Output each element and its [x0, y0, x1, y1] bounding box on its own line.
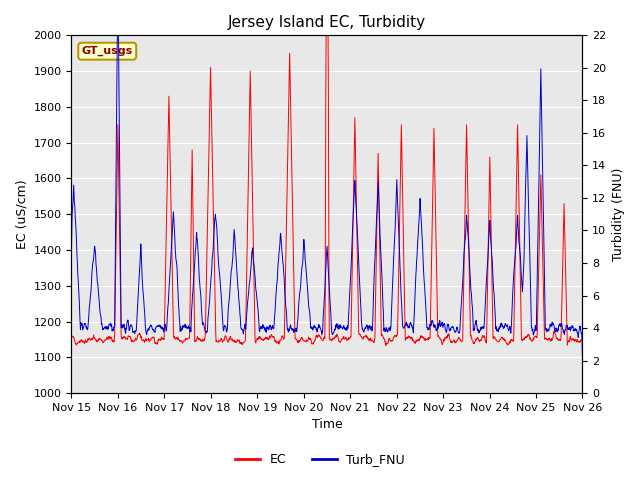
Turb_FNU [540, 195, 547, 201]
EC [263, 335, 271, 341]
Line: EC: EC [72, 36, 582, 346]
EC [140, 337, 147, 343]
Turb_FNU [462, 232, 470, 238]
Turb_FNU [467, 278, 474, 284]
EC [382, 343, 390, 348]
EC [289, 223, 297, 228]
Turb_FNU [289, 326, 297, 332]
EC [540, 287, 547, 292]
Legend: EC, Turb_FNU: EC, Turb_FNU [230, 448, 410, 471]
Text: GT_usgs: GT_usgs [82, 46, 133, 56]
EC [323, 33, 330, 38]
Title: Jersey Island EC, Turbidity: Jersey Island EC, Turbidity [228, 15, 426, 30]
X-axis label: Time: Time [312, 419, 342, 432]
Y-axis label: EC (uS/cm): EC (uS/cm) [15, 180, 28, 249]
EC [467, 332, 475, 338]
Turb_FNU [68, 252, 76, 258]
Turb_FNU [263, 324, 271, 330]
Turb_FNU [140, 292, 147, 298]
Y-axis label: Turbidity (FNU): Turbidity (FNU) [612, 168, 625, 261]
Turb_FNU [114, 33, 122, 38]
EC [68, 335, 76, 341]
Turb_FNU [579, 354, 586, 360]
Line: Turb_FNU: Turb_FNU [72, 36, 582, 357]
EC [579, 337, 586, 343]
EC [462, 157, 470, 163]
